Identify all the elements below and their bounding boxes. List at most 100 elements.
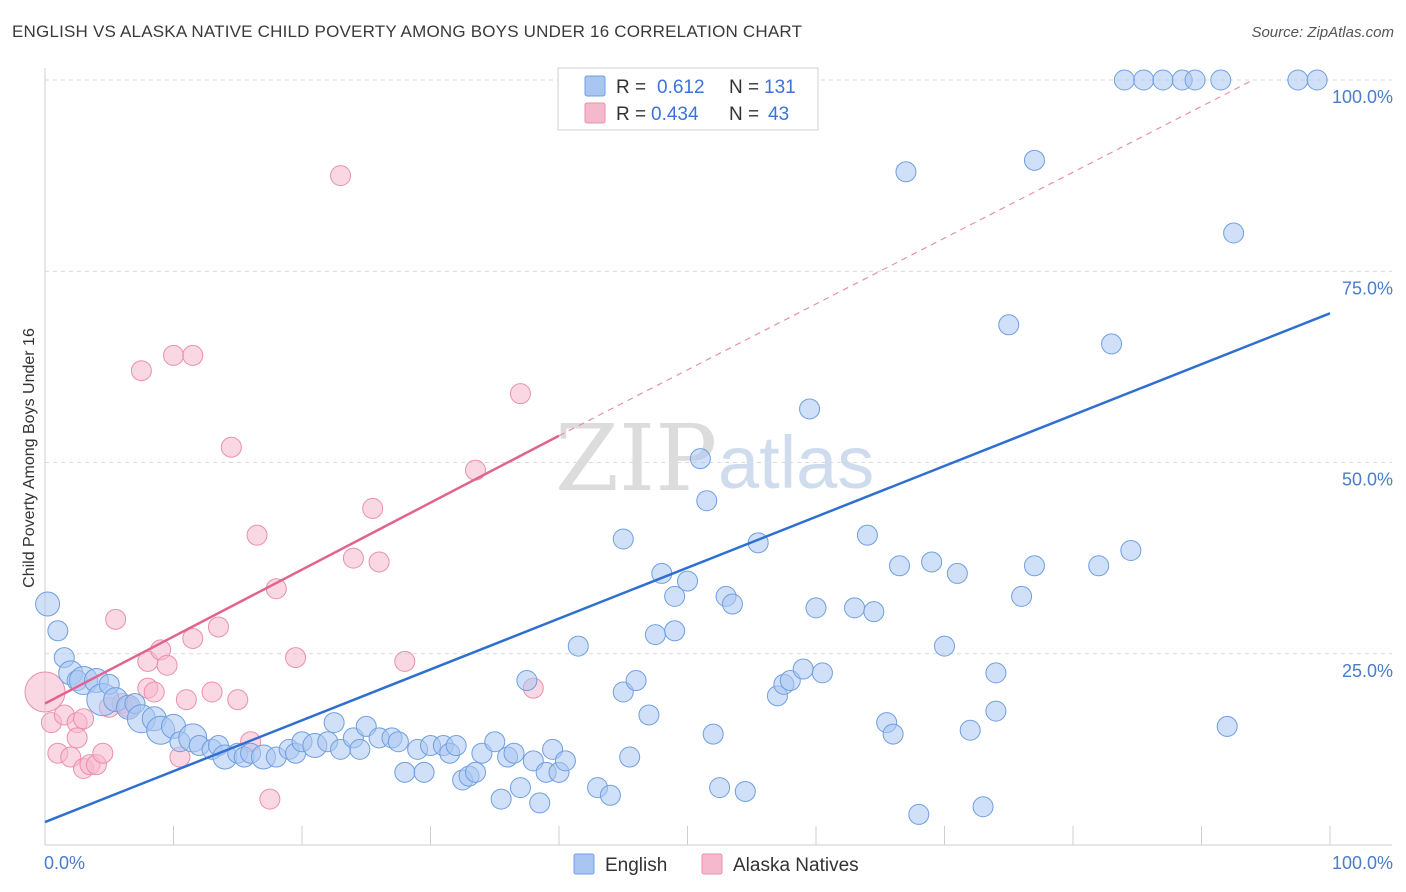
alaska-point	[509, 383, 531, 405]
alaska-r-value: 0.434	[651, 104, 699, 125]
trend-lines	[44, 79, 1331, 824]
english-point	[516, 670, 538, 692]
english-point	[349, 738, 371, 760]
alaska-point	[368, 551, 390, 573]
alaska-point	[73, 708, 95, 730]
alaska-point	[394, 650, 416, 672]
alaska-point	[66, 727, 88, 749]
english-point	[484, 731, 506, 753]
english-point	[1223, 222, 1245, 244]
alaska-point	[227, 689, 249, 711]
english-point	[1011, 585, 1033, 607]
english-point	[503, 742, 525, 764]
english-point	[1152, 69, 1174, 91]
alaska-legend-swatch	[584, 102, 606, 124]
english-point	[895, 161, 917, 183]
alaska-series-swatch	[701, 853, 723, 875]
english-point	[985, 662, 1007, 684]
english-r-value: 0.612	[657, 77, 705, 98]
english-point	[972, 796, 994, 818]
english-point	[882, 723, 904, 745]
english-point	[387, 731, 409, 753]
y-tick-label: 25.0%	[1342, 661, 1393, 681]
english-point	[1306, 69, 1328, 91]
english-point	[1023, 555, 1045, 577]
english-point	[567, 635, 589, 657]
english-point	[1113, 69, 1135, 91]
english-point	[1216, 715, 1238, 737]
english-series-label: English	[605, 855, 667, 876]
alaska-point	[105, 608, 127, 630]
english-point	[863, 601, 885, 623]
english-point	[529, 792, 551, 814]
english-point	[959, 719, 981, 741]
alaska-series-label: Alaska Natives	[733, 855, 859, 876]
alaska-point	[182, 627, 204, 649]
alaska-point	[163, 344, 184, 366]
english-trend-line	[44, 312, 1331, 824]
alaska-n-value: 43	[768, 104, 789, 125]
english-point	[664, 620, 686, 642]
english-point	[1101, 333, 1123, 355]
english-point	[1133, 69, 1155, 91]
english-n-value: 131	[764, 77, 796, 98]
english-point	[1120, 539, 1142, 561]
alaska-point	[143, 681, 165, 703]
english-point	[811, 662, 833, 684]
english-point	[1184, 69, 1206, 91]
english-point	[554, 750, 576, 772]
english-point	[509, 777, 531, 799]
alaska-point	[182, 344, 204, 366]
alaska-point	[285, 647, 307, 669]
alaska-point	[246, 524, 268, 546]
english-point	[1023, 149, 1045, 171]
english-point	[644, 624, 666, 646]
english-point	[625, 670, 647, 692]
english-point	[792, 658, 814, 680]
english-point	[709, 777, 731, 799]
english-point	[921, 551, 943, 573]
english-point	[985, 700, 1007, 722]
watermark-atlas: atlas	[718, 421, 874, 504]
english-legend-swatch	[584, 75, 606, 97]
english-point	[490, 788, 512, 810]
stats-legend: R = 0.612 N = 131 R = 0.434 N = 43	[557, 67, 819, 131]
english-point	[445, 735, 467, 757]
english-r-label: R =	[616, 77, 646, 98]
y-tick-label: 75.0%	[1342, 278, 1393, 298]
english-point	[734, 780, 756, 802]
x-tick-label: 100.0%	[1332, 853, 1393, 873]
alaska-n-label: N =	[729, 104, 759, 125]
english-point	[908, 803, 930, 825]
english-point	[805, 597, 827, 619]
alaska-point	[156, 654, 178, 676]
english-point	[799, 398, 821, 420]
alaska-point	[259, 788, 281, 810]
alaska-point	[220, 436, 242, 458]
english-points	[35, 69, 1328, 825]
english-point	[599, 784, 621, 806]
english-point	[323, 712, 345, 734]
english-point	[721, 593, 743, 615]
english-point	[619, 746, 641, 768]
english-point	[844, 597, 866, 619]
english-series-swatch	[573, 853, 595, 875]
english-point	[464, 761, 486, 783]
english-point	[1287, 69, 1309, 91]
alaska-point	[464, 459, 486, 481]
english-point	[677, 570, 698, 592]
y-tick-label: 50.0%	[1342, 470, 1393, 490]
english-point	[35, 591, 61, 617]
grid-lines	[45, 79, 1392, 655]
alaska-trend-extension	[558, 79, 1254, 437]
alaska-point	[330, 165, 352, 187]
english-point	[638, 704, 660, 726]
y-axis-label: Child Poverty Among Boys Under 16	[21, 328, 38, 588]
tick-labels: 25.0% 50.0% 75.0% 100.0% 0.0% 100.0%	[44, 87, 1393, 873]
english-point	[413, 761, 435, 783]
alaska-trend-line	[44, 434, 560, 705]
english-point	[689, 448, 711, 470]
english-point	[946, 562, 968, 584]
english-point	[696, 490, 718, 512]
english-point	[47, 620, 69, 642]
